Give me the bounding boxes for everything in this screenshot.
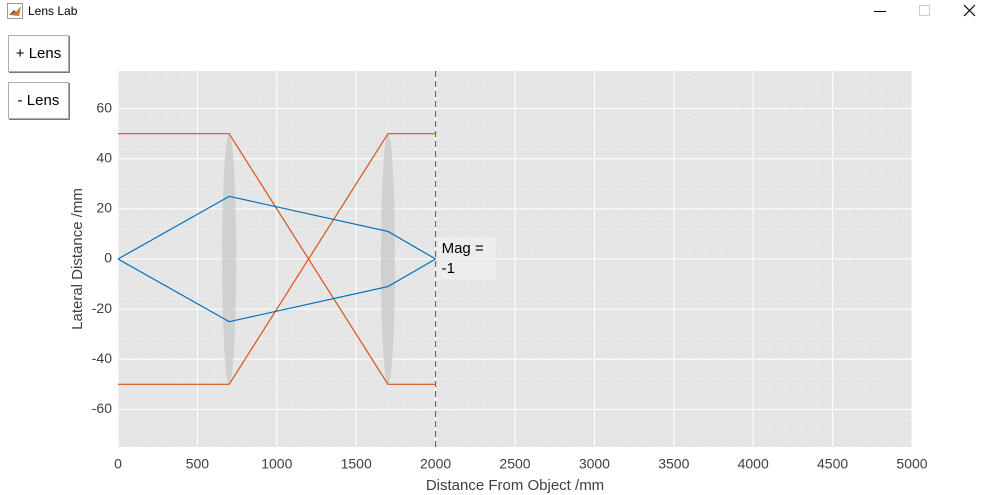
y-tick-label: -60 [92,400,112,416]
window-title: Lens Lab [28,4,78,18]
ray [117,258,436,323]
y-tick-label: -40 [92,350,112,366]
plot: 0 500 1000 1500 2000 2500 3000 3500 4000 4500 5000… [69,71,928,494]
magnification-label: Mag = [442,240,484,257]
add-lens-button[interactable]: + Lens [8,35,69,72]
x-tick-label: 5000 [896,456,927,472]
app-icon [7,3,23,19]
magnification-label: -1 [442,260,455,277]
y-tick-label: 0 [104,250,112,266]
x-tick-label: 500 [186,456,210,472]
x-tick-label: 4500 [817,456,848,472]
ray [117,195,436,260]
lens [380,133,395,385]
remove-lens-button[interactable]: - Lens [8,82,69,119]
annotation-box [437,237,496,279]
x-axis-label: Distance From Object /mm [426,477,604,494]
x-tick-label: 4000 [738,456,769,472]
x-tick-label: 2000 [420,456,451,472]
window-controls [874,4,976,17]
y-axis-label: Lateral Distance /mm [69,188,86,330]
maximize-button[interactable] [919,5,930,16]
x-tick-label: 1000 [261,456,292,472]
lens [222,133,237,385]
close-button[interactable] [963,4,976,17]
x-tick-label: 3000 [579,456,610,472]
x-tick-label: 3500 [658,456,689,472]
ray [118,133,436,385]
y-tick-label: 20 [96,200,112,216]
y-tick-label: 60 [96,99,112,115]
y-tick-label: 40 [96,149,112,165]
x-tick-label: 2500 [499,456,530,472]
title-bar: Lens Lab [0,0,992,22]
x-tick-label: 0 [114,456,122,472]
x-tick-label: 1500 [341,456,372,472]
y-tick-label: -20 [92,300,112,316]
